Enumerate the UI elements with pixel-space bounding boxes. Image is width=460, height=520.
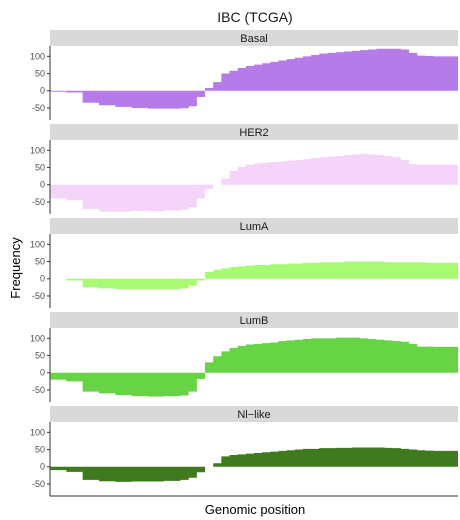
strip-her2: [50, 124, 458, 140]
y-tick-label-her2: 0: [40, 180, 45, 190]
panel-nl-like: Nl−like 100 50 0 -50: [30, 406, 458, 497]
panels: Basal 100 50 0 -50 HER2 100 50 0 -50 LumA 100 50 0 -50…: [30, 30, 458, 497]
y-tick-label-luma: -50: [32, 291, 45, 301]
x-axis-title: Genomic position: [205, 502, 305, 517]
y-tick-label-nl-like: 100: [30, 427, 45, 437]
y-tick-label-luma: 50: [35, 257, 45, 267]
panel-luma: LumA 100 50 0 -50: [30, 218, 458, 308]
strip-nl-like: [50, 406, 458, 422]
y-tick-label-her2: 100: [30, 145, 45, 155]
y-tick-label-basal: -50: [32, 103, 45, 113]
chart-title: IBC (TCGA): [217, 9, 292, 25]
area-her2: [50, 153, 458, 212]
y-tick-label-lumb: 50: [35, 351, 45, 361]
y-tick-label-basal: 100: [30, 51, 45, 61]
strip-lumb: [50, 312, 458, 328]
panel-her2: HER2 100 50 0 -50: [30, 124, 458, 214]
strip-label-lumb: LumB: [240, 315, 269, 327]
area-basal: [50, 48, 458, 109]
y-tick-label-lumb: 100: [30, 333, 45, 343]
y-axis-title: Frequency: [8, 237, 23, 299]
y-tick-label-nl-like: -50: [32, 479, 45, 489]
y-tick-label-basal: 50: [35, 69, 45, 79]
y-tick-label-lumb: 0: [40, 368, 45, 378]
panel-lumb: LumB 100 50 0 -50: [30, 312, 458, 402]
area-nl-like: [50, 447, 458, 482]
strip-basal: [50, 30, 458, 46]
y-tick-label-her2: -50: [32, 197, 45, 207]
strip-label-basal: Basal: [240, 33, 268, 45]
y-tick-label-basal: 0: [40, 86, 45, 96]
y-tick-label-her2: 50: [35, 163, 45, 173]
strip-label-her2: HER2: [239, 127, 268, 139]
y-tick-label-luma: 100: [30, 239, 45, 249]
y-tick-label-nl-like: 50: [35, 445, 45, 455]
strip-luma: [50, 218, 458, 234]
y-tick-label-nl-like: 0: [40, 462, 45, 472]
y-tick-label-luma: 0: [40, 274, 45, 284]
strip-label-luma: LumA: [240, 221, 269, 233]
panel-basal: Basal 100 50 0 -50: [30, 30, 458, 120]
area-lumb: [50, 337, 458, 397]
strip-label-nl-like: Nl−like: [237, 409, 270, 421]
y-tick-label-lumb: -50: [32, 385, 45, 395]
area-luma: [50, 261, 458, 290]
